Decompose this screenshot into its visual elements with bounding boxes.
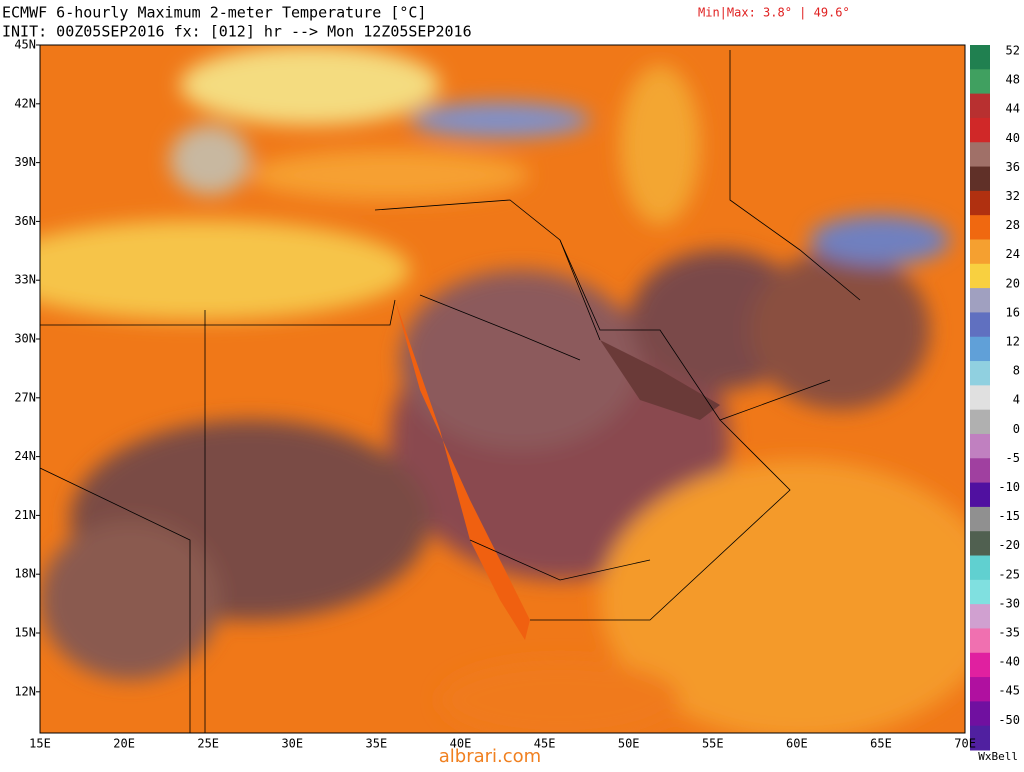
colorbar-swatch: [970, 628, 990, 654]
init-line: INIT: 00Z05SEP2016 fx: [012] hr --> Mon …: [2, 23, 472, 41]
lat-label: 24N: [14, 449, 36, 463]
min-max: Min|Max: 3.8° | 49.6°: [698, 6, 850, 20]
colorbar-label: 44: [1006, 102, 1020, 116]
colorbar-swatch: [970, 555, 990, 581]
lat-label: 36N: [14, 214, 36, 228]
colorbar-label: 20: [1006, 276, 1020, 290]
lat-label: 18N: [14, 567, 36, 581]
colorbar: 5248444036322824201612840-5-10-15-20-25-…: [970, 44, 1020, 751]
colorbar-label: -10: [998, 480, 1020, 494]
colorbar-swatch: [970, 190, 990, 216]
colorbar-swatch: [970, 142, 990, 168]
lon-label: 25E: [197, 737, 219, 751]
lon-label: 30E: [281, 737, 303, 751]
lon-label: 15E: [29, 737, 51, 751]
lon-label: 35E: [366, 737, 388, 751]
colorbar-swatch: [970, 69, 990, 95]
lon-label: 60E: [786, 737, 808, 751]
brand: WxBell: [978, 750, 1018, 763]
colorbar-label: 12: [1006, 335, 1020, 349]
map-frame: [39, 44, 966, 734]
lat-label: 33N: [14, 273, 36, 287]
colorbar-swatch: [970, 215, 990, 240]
lon-label: 50E: [618, 737, 640, 751]
colorbar-label: 28: [1006, 218, 1020, 232]
colorbar-swatch: [970, 604, 990, 629]
colorbar-swatch: [970, 45, 990, 70]
colorbar-swatch: [970, 117, 990, 143]
lat-label: 15N: [14, 626, 36, 640]
lat-label: 42N: [14, 96, 36, 110]
colorbar-label: 8: [1013, 364, 1020, 378]
lon-label: 45E: [534, 737, 556, 751]
lon-label: 20E: [113, 737, 135, 751]
colorbar-swatch: [970, 288, 990, 313]
colorbar-label: 0: [1013, 422, 1020, 436]
colorbar-swatch: [970, 93, 990, 119]
colorbar-label: 24: [1006, 247, 1020, 261]
lon-label: 65E: [870, 737, 892, 751]
colorbar-label: 16: [1006, 305, 1020, 319]
colorbar-label: 32: [1006, 189, 1020, 203]
colorbar-swatch: [970, 482, 990, 508]
colorbar-swatch: [970, 166, 990, 192]
colorbar-swatch: [970, 336, 990, 362]
colorbar-swatch: [970, 263, 990, 289]
title: ECMWF 6-hourly Maximum 2-meter Temperatu…: [2, 4, 426, 22]
colorbar-swatch: [970, 701, 990, 727]
colorbar-swatch: [970, 531, 990, 557]
colorbar-swatch: [970, 579, 990, 605]
colorbar-swatch: [970, 677, 990, 702]
lat-label: 45N: [14, 38, 36, 52]
red-sea: [395, 300, 530, 640]
colorbar-label: 36: [1006, 160, 1020, 174]
colorbar-swatch: [970, 506, 990, 532]
lat-label: 21N: [14, 508, 36, 522]
colorbar-label: 48: [1006, 73, 1020, 87]
lat-label: 12N: [14, 684, 36, 698]
colorbar-label: -15: [998, 509, 1020, 523]
colorbar-label: 40: [1006, 131, 1020, 145]
colorbar-label: -50: [998, 713, 1020, 727]
lon-label: 40E: [450, 737, 472, 751]
colorbar-label: -30: [998, 596, 1020, 610]
gulf: [600, 340, 720, 420]
colorbar-swatch: [970, 725, 990, 751]
colorbar-label: 52: [1006, 44, 1020, 58]
colorbar-label: -40: [998, 655, 1020, 669]
colorbar-swatch: [970, 239, 990, 265]
colorbar-swatch: [970, 458, 990, 484]
lat-label: 30N: [14, 332, 36, 346]
colorbar-swatch: [970, 433, 990, 459]
colorbar-swatch: [970, 652, 990, 678]
map: [40, 45, 965, 733]
lat-label: 39N: [14, 155, 36, 169]
lat-label: 27N: [14, 390, 36, 404]
colorbar-label: -25: [998, 567, 1020, 581]
colorbar-label: -45: [998, 684, 1020, 698]
colorbar-swatch: [970, 312, 990, 338]
colorbar-swatch: [970, 409, 990, 435]
watermark: albrari.com: [439, 746, 541, 767]
colorbar-swatch: [970, 361, 990, 386]
colorbar-label: 4: [1013, 393, 1020, 407]
lon-label: 55E: [702, 737, 724, 751]
lon-label: 70E: [954, 737, 976, 751]
colorbar-label: -20: [998, 538, 1020, 552]
colorbar-label: -35: [998, 626, 1020, 640]
colorbar-swatch: [970, 385, 990, 411]
colorbar-label: -5: [1006, 451, 1020, 465]
